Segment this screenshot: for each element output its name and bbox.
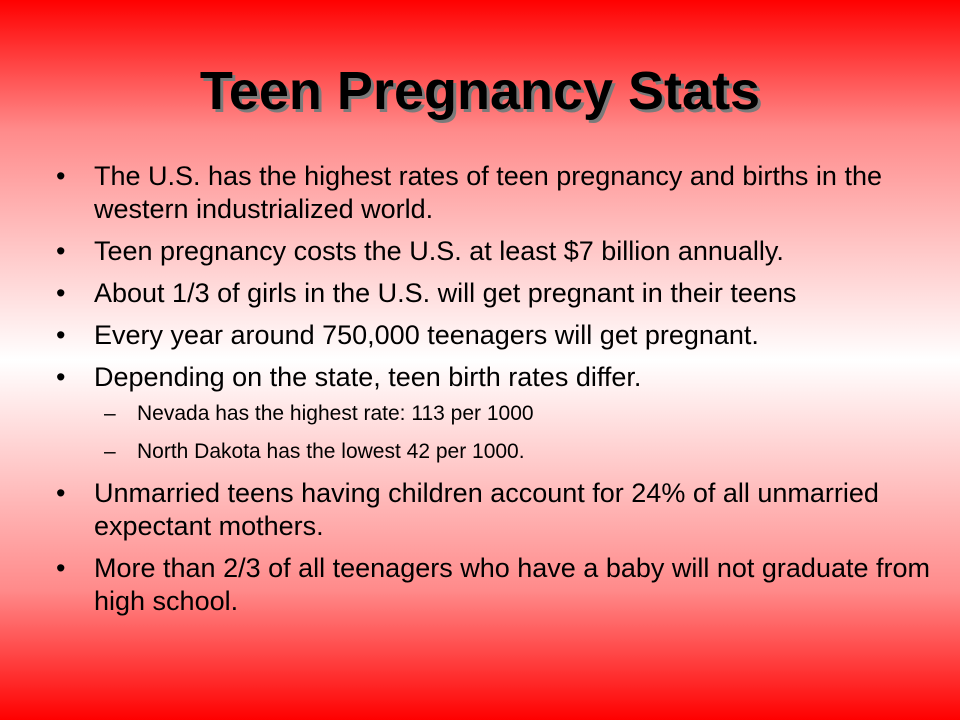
bullet-marker: • (56, 553, 66, 583)
bullet-text: The U.S. has the highest rates of teen p… (94, 161, 882, 224)
bullet-text: Teen pregnancy costs the U.S. at least $… (94, 236, 784, 266)
bullet-item: • Depending on the state, teen birth rat… (56, 361, 936, 394)
bullet-item: • The U.S. has the highest rates of teen… (56, 160, 936, 226)
sub-bullet-marker: – (104, 402, 116, 425)
slide-body: • The U.S. has the highest rates of teen… (56, 160, 936, 627)
bullet-item: • Every year around 750,000 teenagers wi… (56, 319, 936, 352)
bullet-marker: • (56, 478, 66, 508)
bullet-marker: • (56, 320, 66, 350)
bullet-item: • Teen pregnancy costs the U.S. at least… (56, 235, 936, 268)
bullet-text: More than 2/3 of all teenagers who have … (94, 553, 930, 616)
bullet-text: Every year around 750,000 teenagers will… (94, 320, 759, 350)
sub-bullet-item: – Nevada has the highest rate: 113 per 1… (56, 401, 936, 427)
bullet-text: About 1/3 of girls in the U.S. will get … (94, 278, 797, 308)
slide-title: Teen Pregnancy Stats (199, 61, 761, 121)
bullet-marker: • (56, 278, 66, 308)
sub-bullet-list: – Nevada has the highest rate: 113 per 1… (56, 401, 936, 465)
bullet-marker: • (56, 362, 66, 392)
bullet-marker: • (56, 236, 66, 266)
bullet-item: • More than 2/3 of all teenagers who hav… (56, 552, 936, 618)
sub-bullet-text: North Dakota has the lowest 42 per 1000. (137, 440, 525, 463)
bullet-item: • Unmarried teens having children accoun… (56, 477, 936, 543)
sub-bullet-text: Nevada has the highest rate: 113 per 100… (137, 402, 534, 425)
sub-bullet-item: – North Dakota has the lowest 42 per 100… (56, 439, 936, 465)
sub-bullet-marker: – (104, 440, 116, 463)
bullet-marker: • (56, 161, 66, 191)
bullet-item: • About 1/3 of girls in the U.S. will ge… (56, 277, 936, 310)
bullet-text: Unmarried teens having children account … (94, 478, 879, 541)
bullet-text: Depending on the state, teen birth rates… (94, 362, 642, 392)
